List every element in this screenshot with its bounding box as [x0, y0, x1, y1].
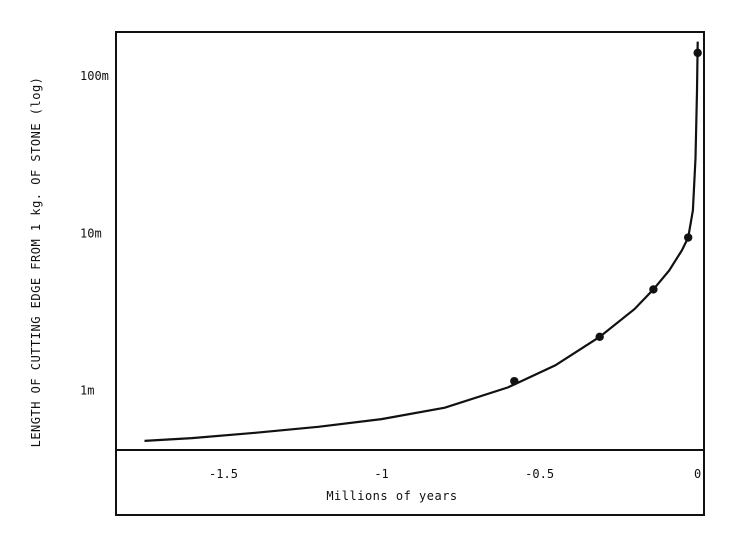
x-tick-label: -1 [374, 467, 388, 481]
data-point [683, 233, 693, 242]
data-points [510, 48, 702, 386]
fitted-curve [144, 41, 699, 442]
data-point [649, 285, 658, 294]
y-axis-title: LENGTH OF CUTTING EDGE FROM 1 kg. OF STO… [29, 77, 43, 448]
x-ticks: -1.5 -1 -0.5 0 [209, 467, 701, 481]
x-axis-title: Millions of years [326, 489, 457, 503]
data-point [595, 332, 604, 341]
y-ticks: 1m 10m 100m [80, 69, 109, 398]
x-tick-label: -0.5 [525, 467, 554, 481]
chart-outer-frame [115, 31, 705, 516]
x-tick-label: 0 [694, 467, 701, 481]
y-tick-label: 1m [80, 384, 94, 398]
data-point [510, 376, 519, 386]
y-tick-label: 100m [80, 69, 109, 83]
y-tick-label: 10m [80, 226, 102, 240]
x-tick-label: -1.5 [209, 467, 238, 481]
data-point [693, 48, 702, 58]
